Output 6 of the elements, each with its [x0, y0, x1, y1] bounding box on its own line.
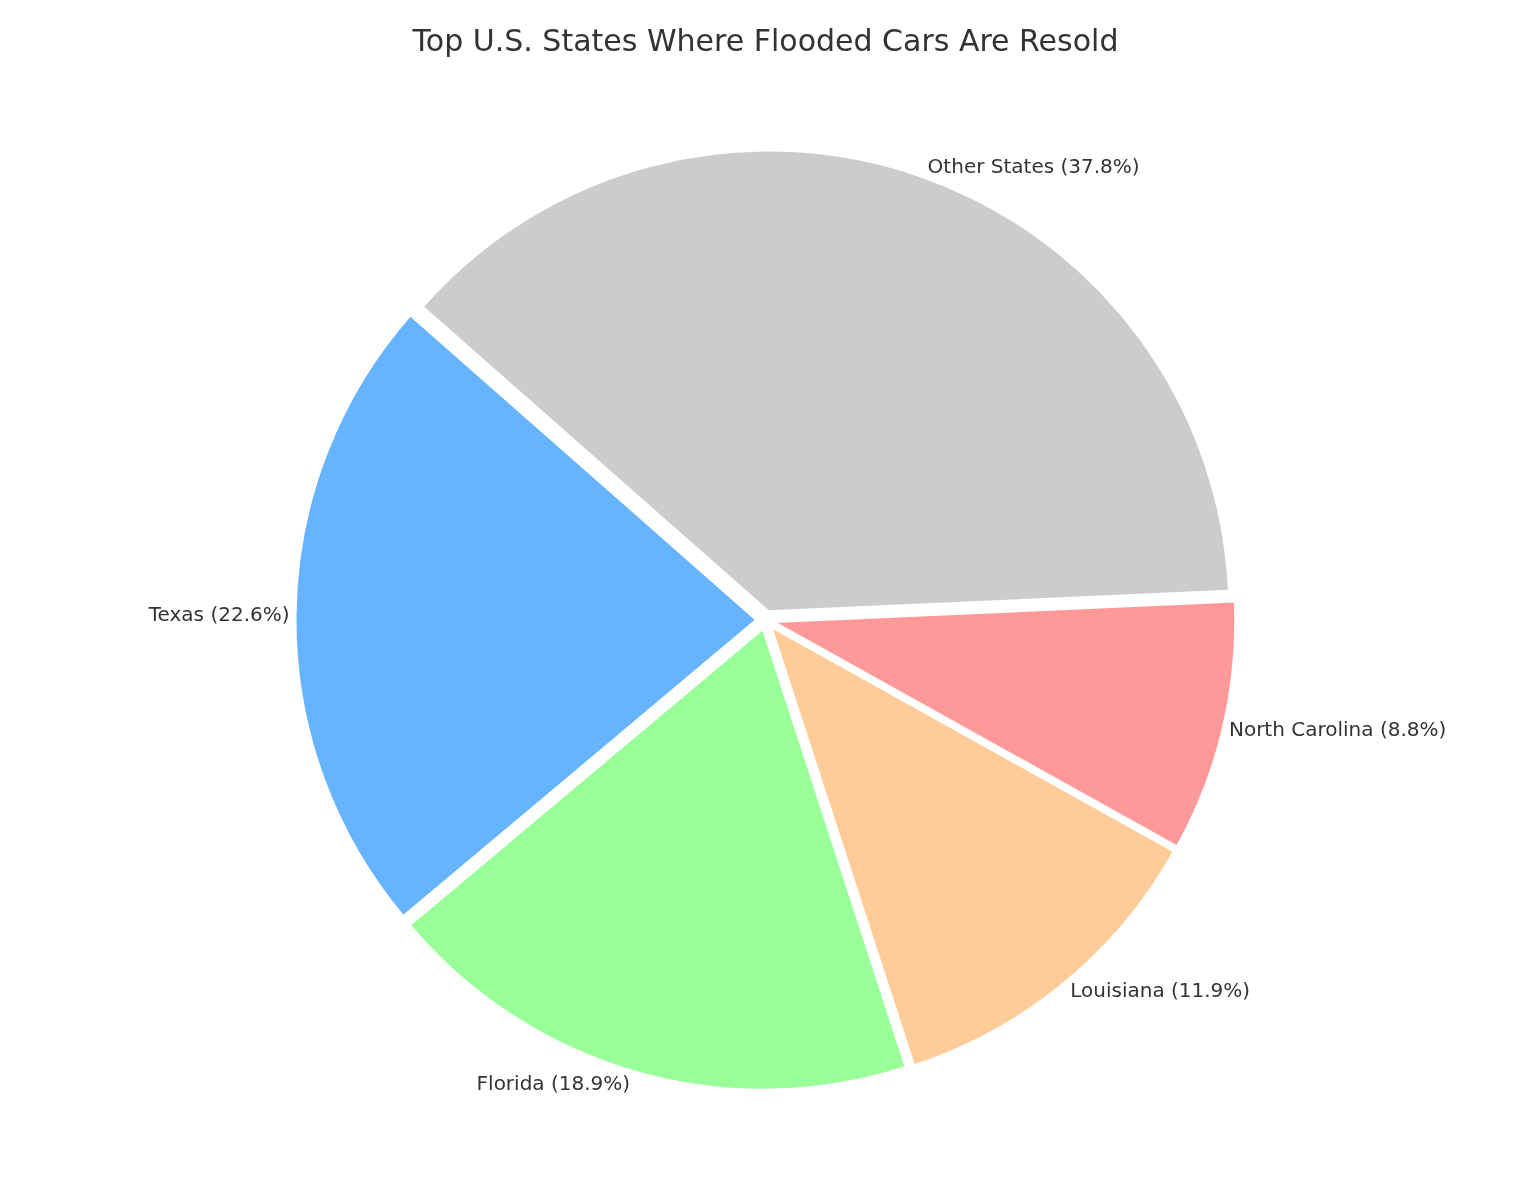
slice-label: Louisiana (11.9%)	[1070, 978, 1251, 1003]
slice-label: North Carolina (8.8%)	[1228, 716, 1447, 741]
chart-title: Top U.S. States Where Flooded Cars Are Resold	[411, 22, 1119, 58]
slice-label: Other States (37.8%)	[927, 154, 1140, 179]
slice-label: Texas (22.6%)	[147, 602, 290, 627]
slice-label: Florida (18.9%)	[476, 1070, 631, 1095]
